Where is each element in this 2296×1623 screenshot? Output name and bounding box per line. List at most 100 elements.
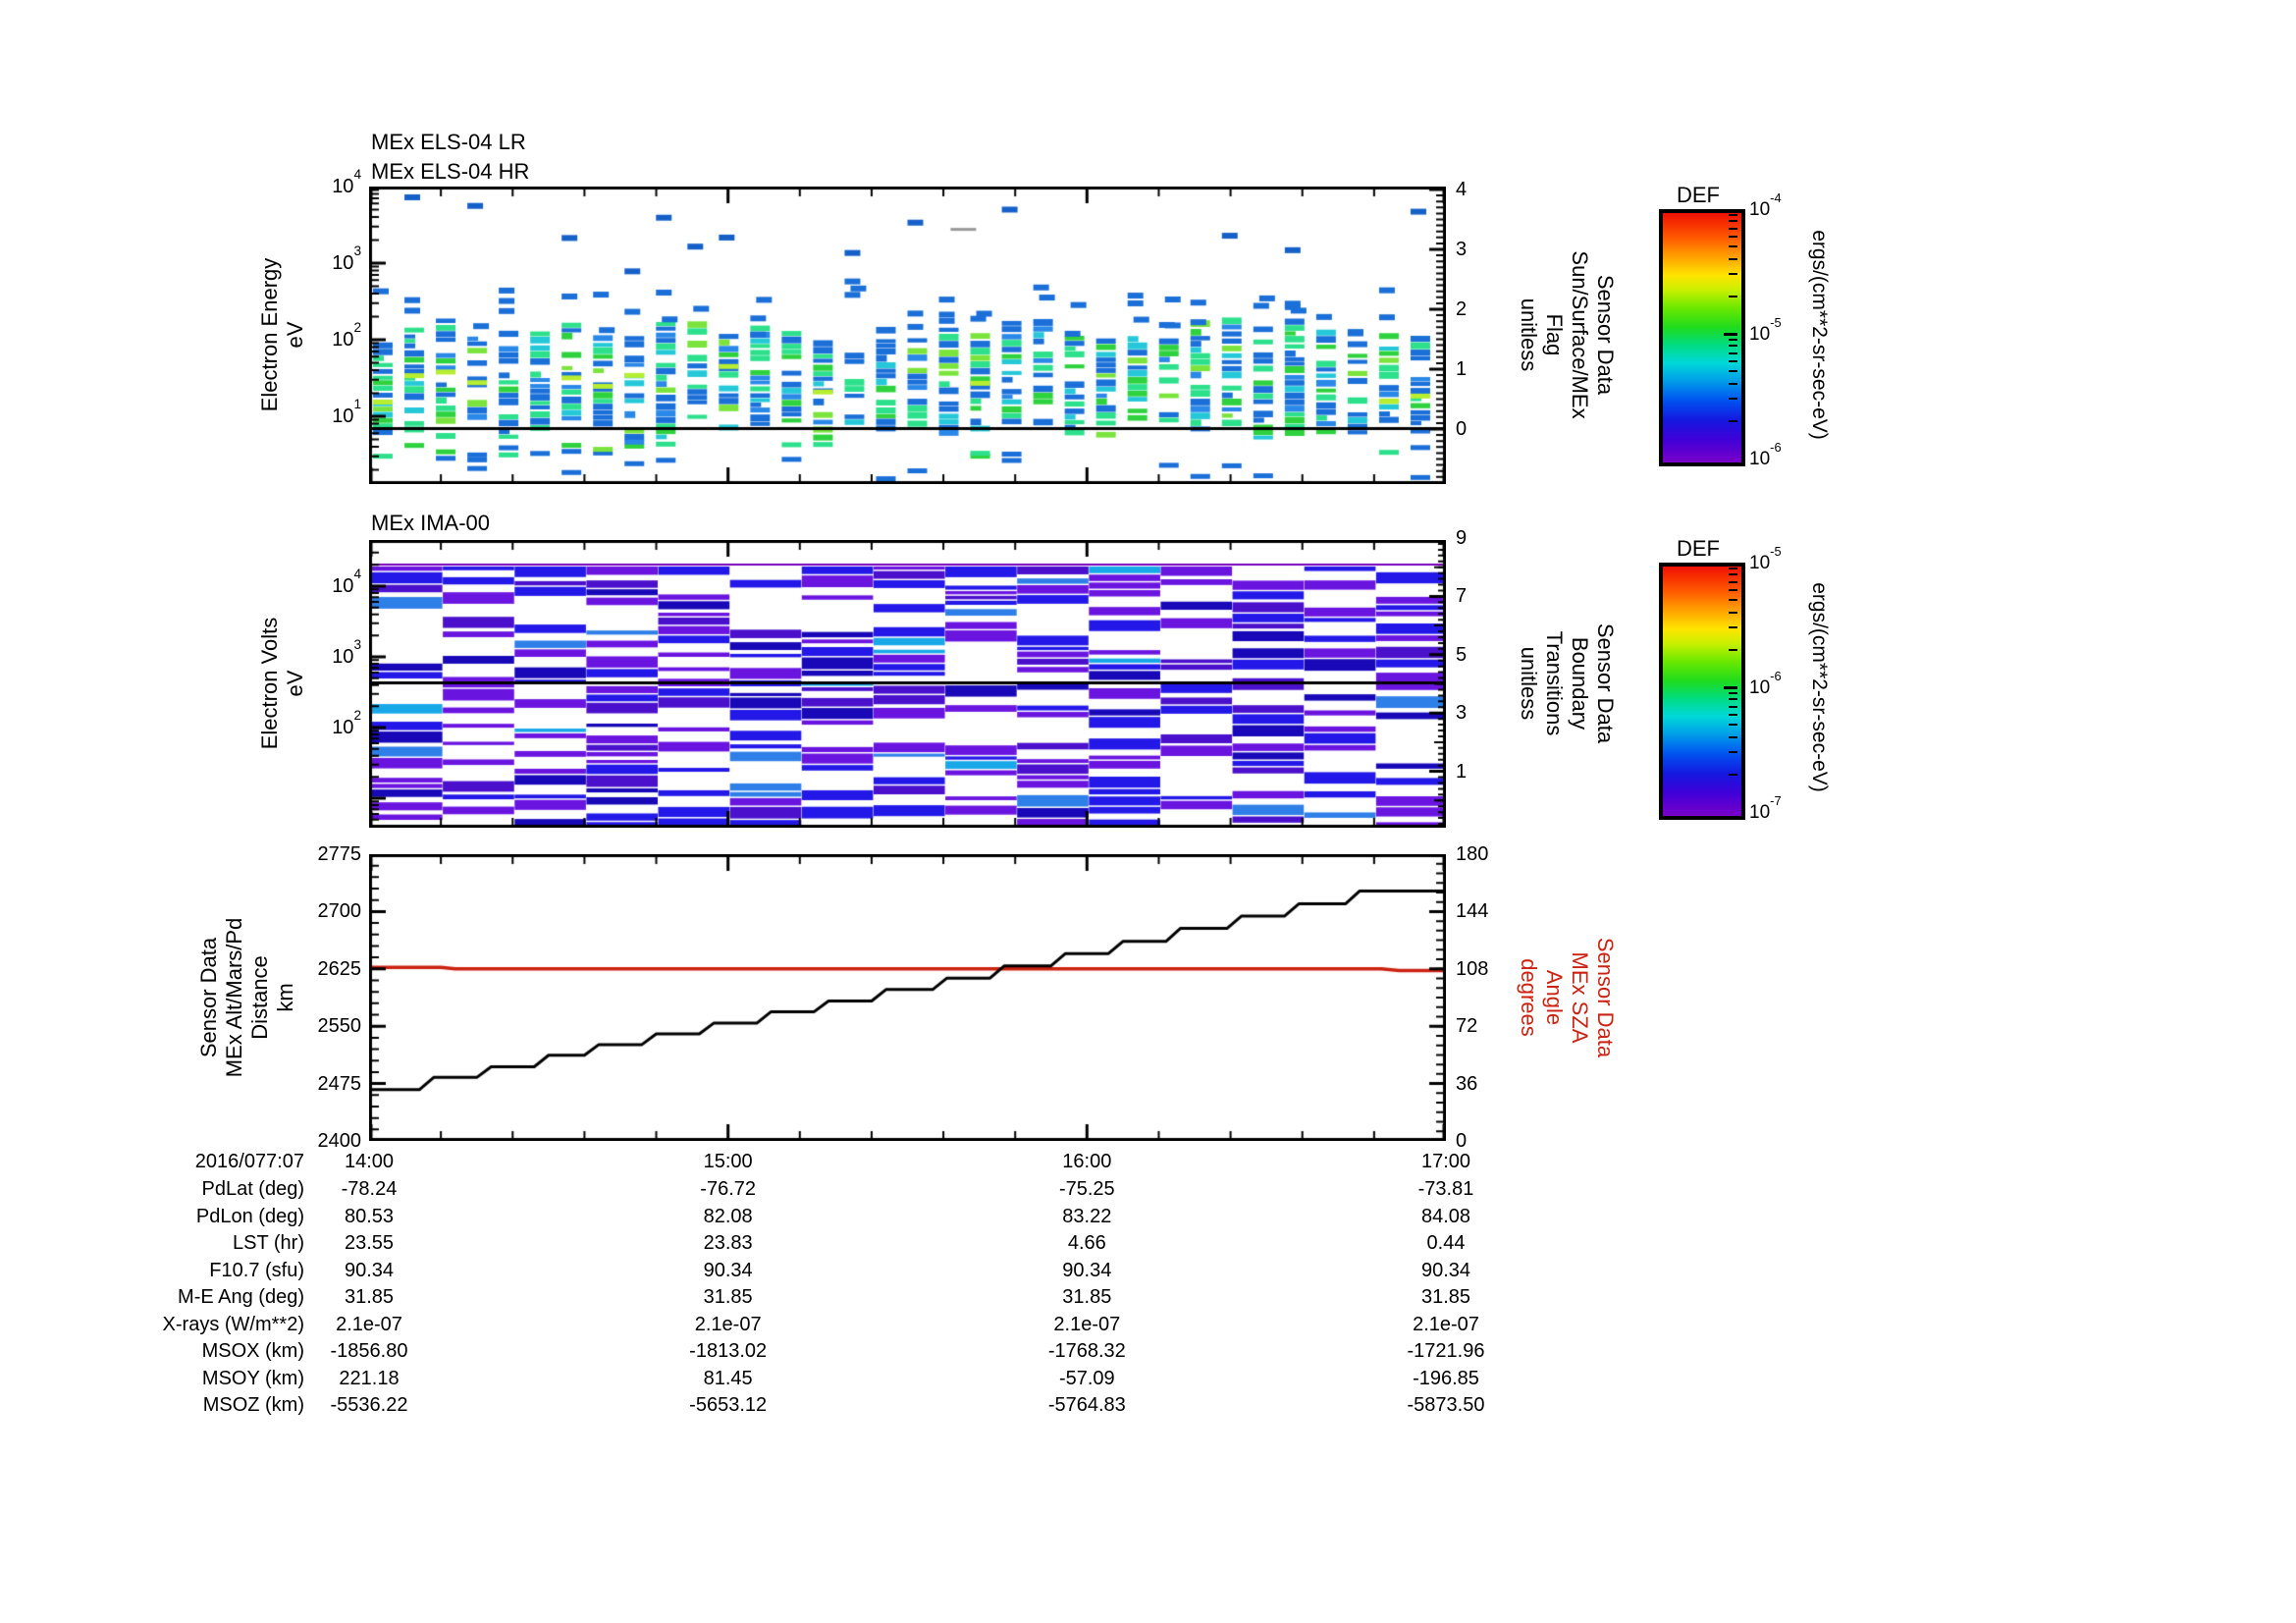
colorbar1-minor-tick <box>1729 382 1737 385</box>
table-cell: -1768.32 <box>1047 1340 1126 1362</box>
colorbar1-minor-tick <box>1729 245 1737 248</box>
table-cell: 2.1e-07 <box>694 1313 762 1335</box>
time-axis-date: 2016/077:07 <box>194 1151 304 1172</box>
colorbar1-minor-tick <box>1729 345 1737 348</box>
table-cell: 0.44 <box>1426 1232 1466 1254</box>
panel1-title-line2: MEx ELS-04 HR <box>371 159 530 184</box>
table-cell: 90.34 <box>1062 1259 1112 1281</box>
colorbar2-major-tick <box>1724 686 1737 689</box>
colorbar1-minor-tick <box>1729 227 1737 230</box>
els-spectrogram-plot <box>369 187 1446 484</box>
p1-right-tick-label: 0 <box>1456 418 1468 440</box>
p3-right-tick-label: 0 <box>1456 1130 1468 1152</box>
table-cell: 4.66 <box>1067 1232 1106 1254</box>
colorbar2-minor-tick <box>1729 599 1737 602</box>
table-cell: 84.08 <box>1420 1205 1471 1227</box>
table-cell: 221.18 <box>339 1367 400 1389</box>
table-cell: 2.1e-07 <box>1413 1313 1479 1335</box>
p1-ytick-label: 104 <box>332 167 361 197</box>
table-cell: -5764.83 <box>1047 1394 1126 1416</box>
p2-ytick-label: 103 <box>332 637 361 668</box>
colorbar2-title: DEF <box>1677 536 1720 561</box>
p2-ytick-label: 102 <box>332 708 361 738</box>
p3-ytick-label: 2400 <box>317 1130 362 1152</box>
table-cell: 31.85 <box>1062 1286 1112 1308</box>
table-cell: 31.85 <box>1420 1286 1471 1308</box>
panel2-title: MEx IMA-00 <box>371 511 491 535</box>
colorbar1-major-tick <box>1724 333 1737 336</box>
p3-right-tick-label: 144 <box>1456 900 1489 923</box>
colorbar2-minor-tick <box>1729 567 1737 569</box>
colorbar1-title: DEF <box>1677 183 1720 207</box>
table-cell: 81.45 <box>703 1367 753 1389</box>
table-cell: 83.22 <box>1062 1205 1112 1227</box>
p3-right-tick-label: 36 <box>1456 1072 1478 1095</box>
colorbar2-minor-tick <box>1729 751 1737 754</box>
table-cell: 31.85 <box>344 1286 395 1308</box>
colorbar2-minor-tick <box>1729 580 1737 583</box>
colorbar1-minor-tick <box>1729 352 1737 354</box>
table-row-label: MSOX (km) <box>201 1340 304 1362</box>
table-row-label: X-rays (W/m**2) <box>162 1313 304 1335</box>
table-cell: 90.34 <box>703 1259 753 1281</box>
p1-right-tick-label: 2 <box>1456 298 1468 320</box>
table-cell: -76.72 <box>700 1178 757 1200</box>
p3-ytick-label: 2625 <box>317 957 362 980</box>
colorbar2-minor-tick <box>1729 626 1737 629</box>
colorbar1-minor-tick <box>1729 257 1737 260</box>
colorbar2-gradient <box>1663 567 1741 816</box>
colorbar1-minor-tick <box>1729 360 1737 363</box>
p3-ytick-label: 2775 <box>317 843 362 865</box>
table-row-label: PdLon (deg) <box>195 1205 304 1227</box>
p1-ytick-label: 101 <box>332 397 361 427</box>
colorbar1-minor-tick <box>1729 220 1737 223</box>
colorbar1-minor-tick <box>1729 370 1737 373</box>
colorbar2-minor-tick <box>1729 611 1737 614</box>
table-cell: -1813.02 <box>689 1340 768 1362</box>
panel3-right-label: Sensor Data MEx SZA Angle degrees <box>1517 937 1618 1058</box>
p1-right-tick-label: 1 <box>1456 358 1468 380</box>
table-cell: -1856.80 <box>330 1340 408 1362</box>
p1-ytick-label: 103 <box>332 243 361 274</box>
p3-right-tick-label: 180 <box>1456 843 1489 865</box>
colorbar1 <box>1659 209 1745 466</box>
colorbar2-minor-tick <box>1729 735 1737 738</box>
p1-right-tick-label: 4 <box>1456 179 1468 200</box>
p2-right-tick-label: 5 <box>1456 643 1468 666</box>
colorbar2-minor-tick <box>1729 691 1737 694</box>
p3-right-tick-label: 108 <box>1456 957 1489 980</box>
p2-right-tick-label: 3 <box>1456 702 1468 725</box>
colorbar2-minor-tick <box>1729 773 1737 776</box>
table-cell: 23.83 <box>703 1232 753 1254</box>
table-cell: 82.08 <box>703 1205 753 1227</box>
p1-ytick-label: 102 <box>332 320 361 351</box>
colorbar2-tick-label: 10-7 <box>1749 792 1782 823</box>
colorbar1-minor-tick <box>1729 213 1737 216</box>
table-cell: -73.81 <box>1417 1178 1474 1200</box>
table-row-label: F10.7 (sfu) <box>209 1259 304 1281</box>
colorbar2-minor-tick <box>1729 714 1737 717</box>
colorbar1-tick-label: 10-5 <box>1749 314 1782 345</box>
panel3-ylabel: Sensor Data MEx Alt/Mars/Pd Distance km <box>196 917 297 1078</box>
colorbar2 <box>1659 563 1745 820</box>
colorbar2-minor-tick <box>1729 724 1737 727</box>
table-row-label: MSOY (km) <box>201 1367 304 1389</box>
colorbar1-tick-label: 10-4 <box>1749 189 1782 220</box>
p2-ytick-label: 104 <box>332 567 361 597</box>
table-cell: -1721.96 <box>1407 1340 1485 1362</box>
colorbar2-minor-tick <box>1729 589 1737 592</box>
table-row-label: MSOZ (km) <box>202 1394 304 1416</box>
colorbar2-minor-tick <box>1729 573 1737 576</box>
table-cell: -5653.12 <box>689 1394 768 1416</box>
table-cell: -5536.22 <box>330 1394 408 1416</box>
colorbar2-minor-tick <box>1729 698 1737 701</box>
table-cell: 90.34 <box>1420 1259 1471 1281</box>
colorbar1-minor-tick <box>1729 273 1737 276</box>
colorbar1-minor-tick <box>1729 419 1737 422</box>
time-tick-label: 14:00 <box>344 1151 395 1172</box>
colorbar1-gradient <box>1663 213 1741 462</box>
table-cell: 23.55 <box>344 1232 395 1254</box>
colorbar2-tick-label: 10-5 <box>1749 543 1782 573</box>
table-row-label: PdLat (deg) <box>201 1178 304 1200</box>
